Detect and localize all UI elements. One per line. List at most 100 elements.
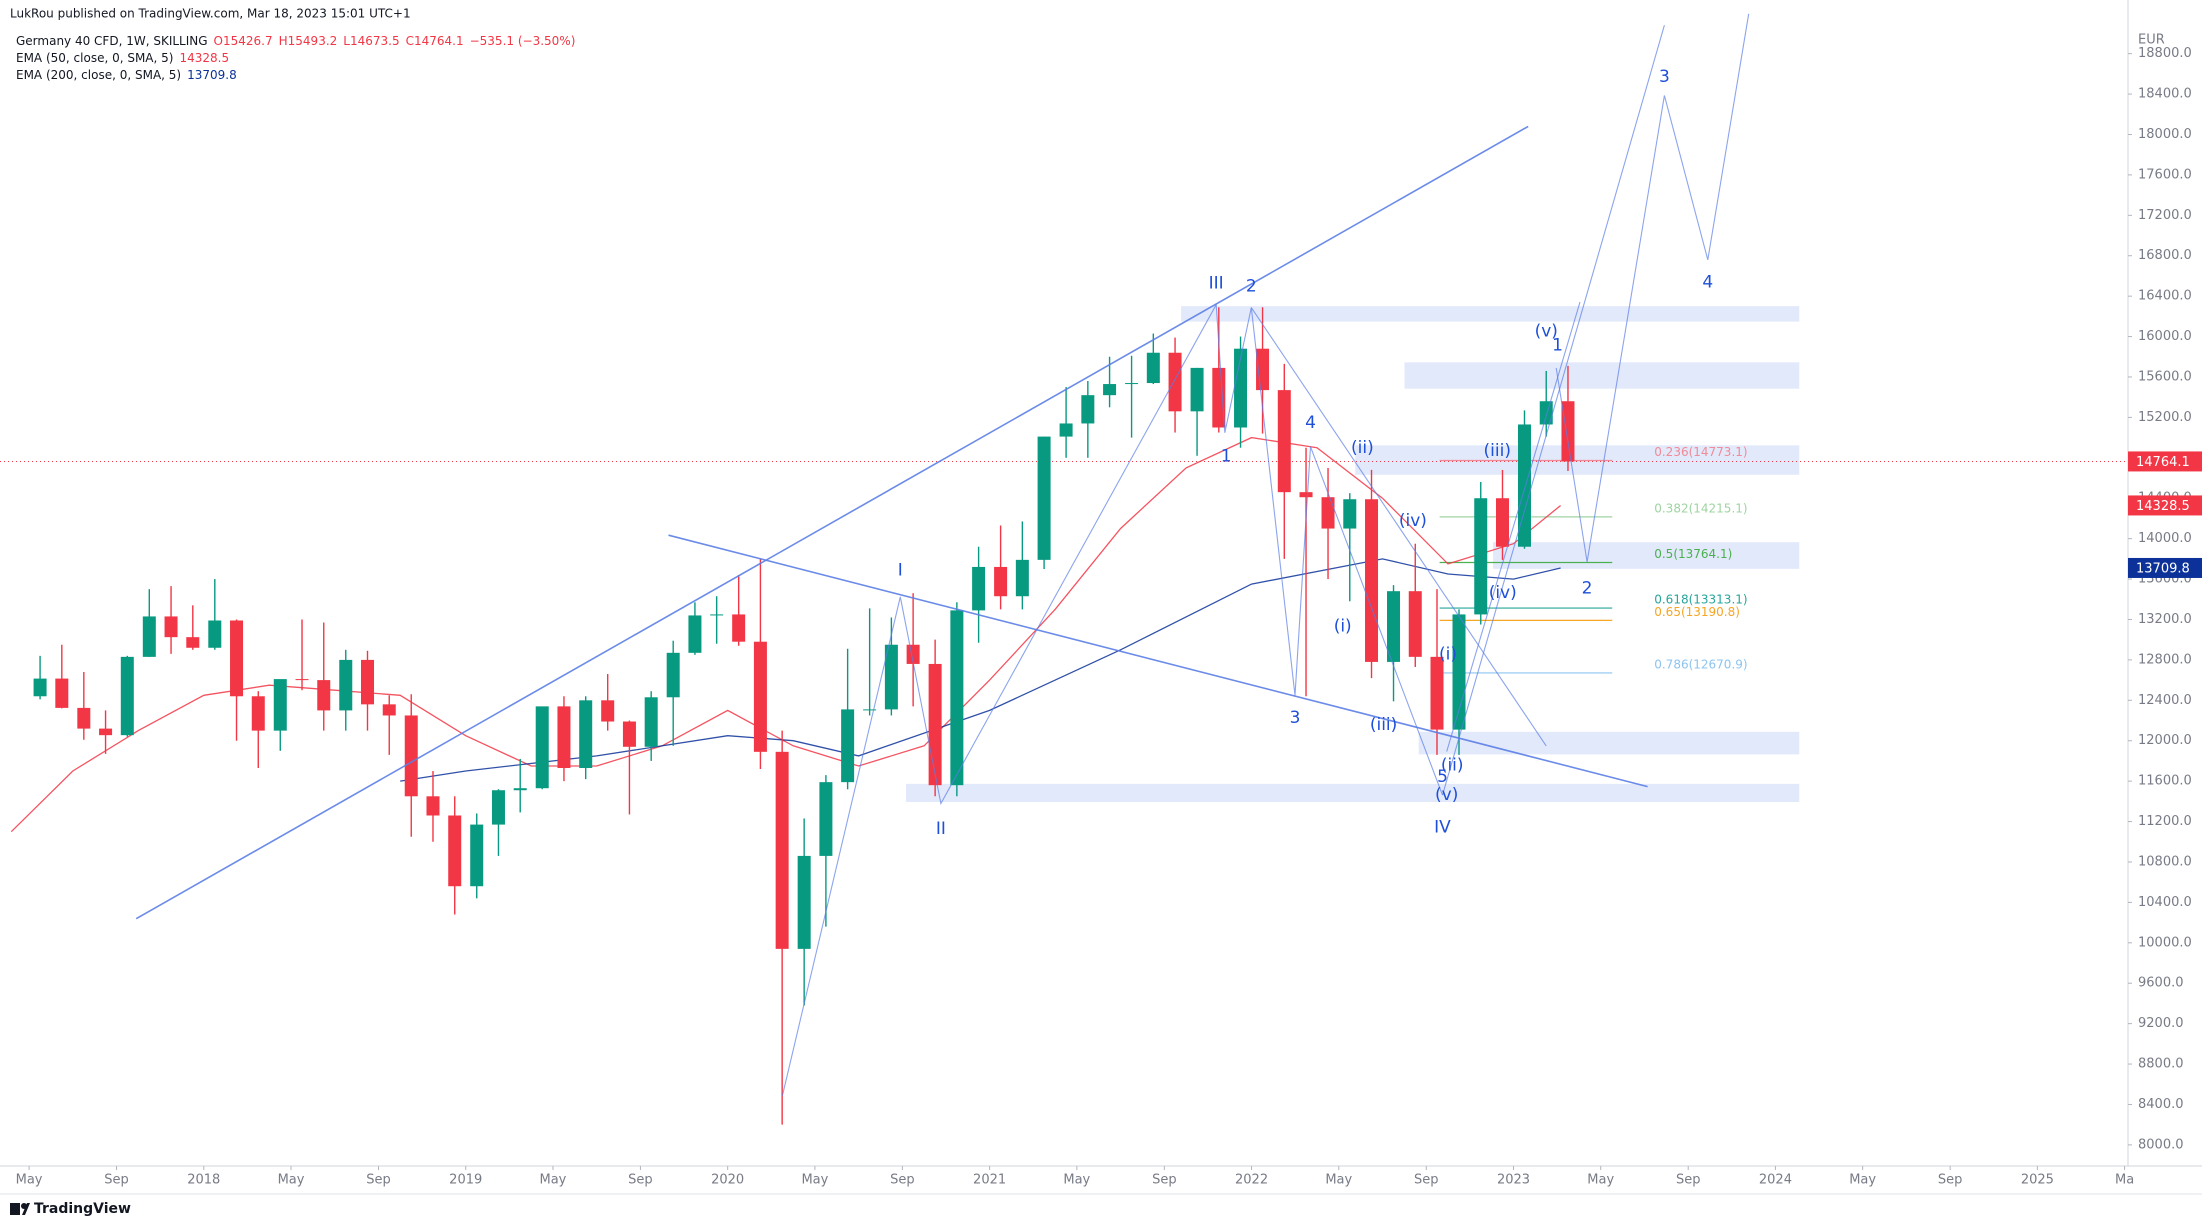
candle-body — [797, 855, 811, 949]
legend-ema200: EMA (200, close, 0, SMA, 5) 13709.8 — [16, 68, 237, 82]
legend-high: H15493.2 — [279, 34, 338, 48]
x-tick-label: May — [1849, 1173, 1876, 1188]
candle-body — [99, 728, 113, 736]
candle-body — [1387, 591, 1401, 662]
candle-body — [1081, 395, 1095, 424]
y-tick-label: 15200.0 — [2138, 410, 2192, 425]
trend-line — [1441, 25, 1665, 796]
plot-area: 0.236(14773.1) 0.382(14215.1) 0.5(13764.1)… — [0, 13, 2128, 1125]
x-tick-label: May — [801, 1173, 828, 1188]
y-tick-label: 10800.0 — [2138, 854, 2192, 869]
y-tick-label: 8800.0 — [2138, 1057, 2184, 1072]
candle-body — [186, 637, 200, 648]
candle-body — [1539, 401, 1553, 425]
y-tick-label: 12400.0 — [2138, 693, 2192, 708]
candle-body — [1168, 352, 1182, 412]
candle-body — [1277, 390, 1291, 493]
candle-body — [1125, 383, 1139, 385]
x-tick-label: Sep — [1676, 1173, 1701, 1188]
wave-label: III — [1209, 274, 1224, 294]
candle-body — [295, 679, 309, 681]
candle-body — [1190, 367, 1204, 412]
candle-body — [928, 663, 942, 786]
candle-body — [841, 709, 855, 783]
y-tick-label: 18800.0 — [2138, 46, 2192, 61]
wave-label: 2 — [1582, 579, 1593, 599]
y-tick-label: 11200.0 — [2138, 814, 2192, 829]
candle-body — [753, 641, 767, 752]
x-tick-label: 2021 — [973, 1173, 1006, 1188]
x-tick-label: 2019 — [449, 1173, 482, 1188]
wave-label: (iii) — [1484, 441, 1511, 461]
candle-body — [142, 616, 156, 657]
wave-label: (v) — [1435, 785, 1458, 805]
candle-body — [1299, 492, 1313, 498]
y-tick-label: 10000.0 — [2138, 935, 2192, 950]
currency: EUR — [2138, 33, 2165, 48]
x-tick-label: 2020 — [711, 1173, 744, 1188]
candle-body — [1408, 591, 1422, 657]
legend-change: −535.1 (−3.50%) — [470, 34, 576, 48]
x-tick-label: May — [1587, 1173, 1614, 1188]
x-tick-label: 2024 — [1759, 1173, 1792, 1188]
trend-line — [1250, 307, 1547, 747]
candle-body — [1495, 498, 1509, 547]
y-tick-label: 16000.0 — [2138, 329, 2192, 344]
candle-body — [1517, 424, 1531, 547]
wave-label: 1 — [1221, 446, 1232, 466]
last-price-label: 14764.1 — [2136, 455, 2190, 470]
candle-body — [1430, 656, 1444, 730]
footer-logo: TradingView — [10, 1201, 131, 1217]
candle-body — [906, 644, 920, 664]
ema-price-box — [2128, 557, 2202, 578]
candle-body — [950, 610, 964, 786]
zone — [1418, 731, 1800, 755]
candle-body — [863, 709, 877, 711]
wave-label: (ii) — [1351, 438, 1374, 458]
ema-price-box — [2128, 495, 2202, 516]
legend-ema50: EMA (50, close, 0, SMA, 5) 14328.5 — [16, 51, 229, 65]
legend-open: O15426.7 — [214, 34, 273, 48]
fib-label: 0.5(13764.1) — [1654, 547, 1732, 561]
legend-ema-value: 13709.8 — [187, 68, 237, 82]
candle-body — [1365, 499, 1379, 662]
candle-body — [1321, 497, 1335, 529]
legend-close: C14764.1 — [406, 34, 464, 48]
legend-ema-name: EMA (200, close, 0, SMA, 5) — [16, 68, 181, 82]
fib-label: 0.786(12670.9) — [1654, 657, 1747, 671]
candle-body — [535, 706, 549, 789]
wave-label: 2 — [1246, 277, 1257, 297]
y-tick-label: 9200.0 — [2138, 1016, 2184, 1031]
y-tick-label: 14000.0 — [2138, 531, 2192, 546]
x-tick-label: May — [540, 1173, 567, 1188]
x-tick-label: Sep — [890, 1173, 915, 1188]
y-tick-label: 10400.0 — [2138, 895, 2192, 910]
y-tick-label: 16400.0 — [2138, 289, 2192, 304]
legend-symbol: Germany 40 CFD, 1W, SKILLING O15426.7 H154… — [16, 34, 575, 48]
candle-body — [557, 706, 571, 769]
candle-body — [884, 644, 898, 710]
candle-body — [688, 615, 702, 653]
wave-label: (iv) — [1489, 583, 1517, 603]
candle-body — [1015, 559, 1029, 597]
x-tick-label: May — [16, 1173, 43, 1188]
trend-line — [668, 534, 1648, 788]
trend-line — [1555, 13, 1750, 562]
x-tick-label: 2022 — [1235, 1173, 1268, 1188]
y-tick-label: 13200.0 — [2138, 612, 2192, 627]
x-tick-label: May — [1063, 1173, 1090, 1188]
wave-label: (iii) — [1370, 715, 1397, 735]
footer-text: TradingView — [34, 1201, 131, 1217]
header: LukRou published on TradingView.com, Mar… — [10, 7, 411, 21]
wave-label: (i) — [1439, 645, 1457, 665]
y-tick-label: 12800.0 — [2138, 652, 2192, 667]
candle-body — [404, 715, 418, 797]
x-tick-label: Ma — [2115, 1173, 2134, 1188]
y-tick-label: 11600.0 — [2138, 774, 2192, 789]
candle-body — [208, 620, 222, 648]
candle-body — [77, 707, 91, 729]
candle-body — [230, 620, 244, 697]
fib-label: 0.236(14773.1) — [1654, 445, 1747, 459]
candle-body — [382, 704, 396, 716]
